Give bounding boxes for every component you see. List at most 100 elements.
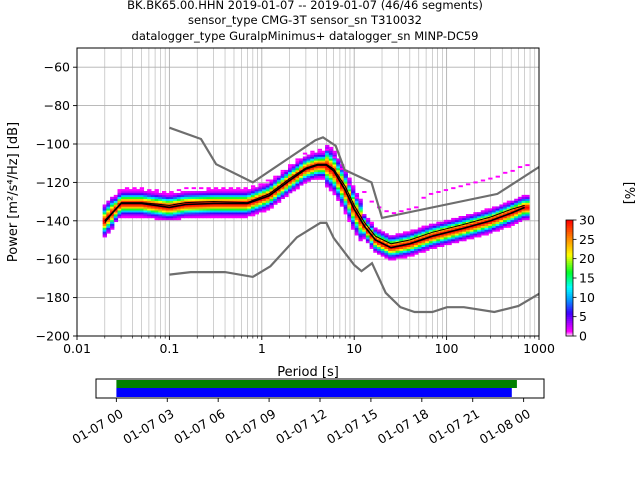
histogram-cell (358, 231, 363, 234)
histogram-cell (406, 250, 411, 253)
histogram-cell (128, 196, 133, 200)
colorbar-tick-label: 25 (579, 232, 595, 247)
colorbar-cell (566, 274, 573, 277)
histogram-cell (517, 216, 523, 219)
histogram-cell (495, 175, 500, 178)
histogram-cell (351, 219, 356, 223)
histogram-cell (514, 219, 519, 223)
histogram-cell (147, 200, 152, 203)
histogram-cell (325, 183, 330, 186)
histogram-cell (384, 237, 389, 240)
histogram-cell (269, 179, 274, 182)
histogram-cell (499, 217, 504, 221)
histogram-cell (302, 166, 308, 169)
histogram-cell (343, 173, 348, 176)
histogram-cell (477, 225, 482, 228)
histogram-cell (236, 198, 241, 201)
histogram-cell (421, 229, 426, 232)
histogram-cell (321, 166, 326, 169)
histogram-cell (465, 216, 471, 219)
histogram-cell (321, 162, 326, 165)
histogram-cell (232, 206, 237, 209)
histogram-cell (484, 221, 489, 224)
histogram-cell (384, 239, 389, 242)
histogram-cell (247, 192, 252, 196)
histogram-cell (173, 202, 178, 205)
histogram-cell (132, 208, 137, 211)
histogram-cell (169, 198, 174, 201)
histogram-cell (477, 227, 482, 230)
histogram-cell (321, 168, 326, 171)
histogram-cell (124, 187, 130, 190)
histogram-cell (336, 183, 341, 186)
histogram-cell (273, 185, 278, 188)
histogram-cell (302, 158, 308, 161)
histogram-cell (154, 208, 159, 211)
histogram-cell (136, 208, 141, 211)
histogram-cell (258, 187, 263, 190)
histogram-cell (317, 160, 322, 163)
histogram-cell (150, 200, 156, 203)
histogram-cell (428, 233, 434, 236)
histogram-cell (440, 239, 445, 242)
histogram-cell (150, 216, 156, 219)
histogram-cell (180, 212, 185, 215)
histogram-cell (351, 225, 356, 228)
histogram-cell (436, 223, 441, 226)
histogram-cell (465, 214, 471, 217)
histogram-cell (187, 216, 193, 219)
histogram-cell (421, 237, 426, 240)
histogram-cell (525, 202, 530, 205)
histogram-cell (165, 216, 170, 219)
histogram-cell (503, 208, 508, 211)
histogram-cell (161, 202, 167, 205)
histogram-cell (291, 166, 297, 169)
histogram-cell (351, 214, 356, 217)
histogram-cell (147, 189, 152, 192)
histogram-cell (291, 183, 297, 186)
histogram-cell (273, 196, 278, 200)
histogram-cell (417, 229, 423, 232)
histogram-cell (343, 204, 348, 207)
histogram-cell (236, 200, 241, 203)
y-axis-ticks: −200−180−160−140−120−100−80−60 (36, 60, 77, 344)
histogram-cell (284, 171, 289, 175)
histogram-cell (421, 225, 426, 228)
histogram-cell (521, 217, 526, 221)
histogram-cell (102, 206, 107, 209)
histogram-cell (347, 191, 352, 194)
histogram-cell (328, 146, 334, 150)
histogram-cell (465, 217, 471, 221)
mode-curve (104, 164, 526, 249)
colorbar-cell (566, 322, 573, 325)
histogram-cell (358, 223, 363, 226)
histogram-cell (106, 202, 111, 205)
histogram-cell (480, 179, 486, 182)
histogram-cell (161, 196, 167, 200)
histogram-cell (402, 237, 408, 240)
histogram-cell (150, 210, 156, 213)
colorbar-cell (566, 250, 573, 254)
histogram-cell (447, 227, 452, 230)
histogram-cell (440, 242, 445, 246)
histogram-cell (354, 217, 360, 221)
histogram-cell (510, 216, 515, 219)
histogram-cell (506, 208, 512, 211)
histogram-cell (288, 166, 293, 169)
histogram-cell (525, 208, 530, 211)
histogram-cell (288, 171, 293, 175)
histogram-cell (414, 233, 419, 236)
histogram-cell (317, 169, 322, 173)
histogram-cell (150, 196, 156, 200)
histogram-cell (221, 206, 226, 209)
histogram-cell (399, 254, 404, 257)
histogram-cell (514, 202, 519, 205)
histogram-cell (365, 221, 371, 224)
histogram-cell (480, 227, 486, 230)
histogram-cell (143, 210, 148, 213)
histogram-cell (165, 212, 170, 215)
histogram-cell (436, 240, 441, 244)
histogram-cell (243, 214, 248, 217)
histogram-cell (158, 206, 163, 209)
